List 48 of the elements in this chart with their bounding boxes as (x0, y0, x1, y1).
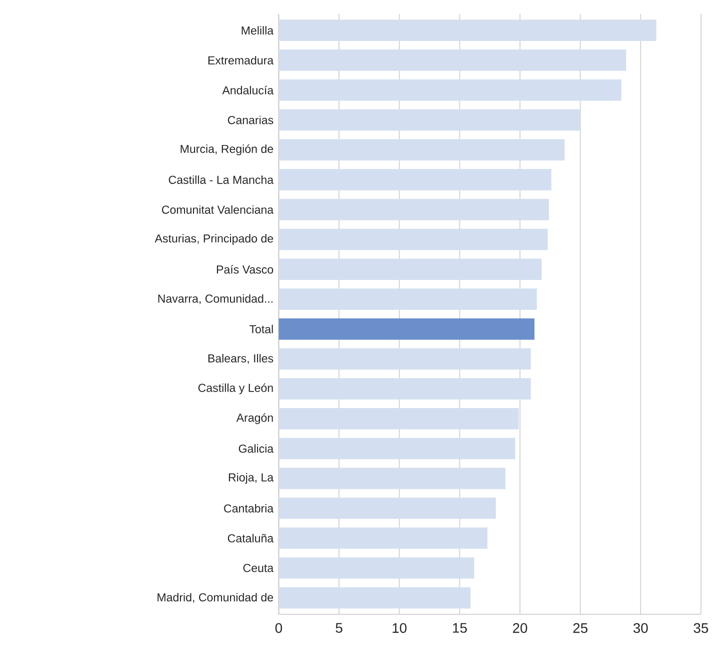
y-tick-label: Balears, Illes (208, 354, 274, 364)
y-tick-label: Ceuta (243, 564, 274, 572)
bar (278, 378, 531, 400)
y-tick-label: Canarias (228, 116, 274, 124)
bar (278, 528, 488, 549)
y-tick-label: Madrid, Comunidad de (158, 593, 274, 603)
bar (278, 587, 471, 609)
y-tick-label: Navarra, Comunidad... (158, 294, 273, 304)
bar (278, 50, 626, 71)
bar (278, 498, 496, 520)
x-tick-label: 0 (275, 623, 282, 634)
bar (278, 438, 516, 460)
y-tick-label: Cantabria (224, 504, 274, 513)
x-tick-label: 35 (694, 623, 708, 634)
bar (278, 79, 622, 101)
bar (278, 468, 506, 490)
y-tick-label: Melilla (242, 26, 274, 35)
y-tick-label: Extremadura (208, 56, 274, 65)
bar (278, 288, 537, 310)
bar (278, 109, 580, 131)
bar (278, 258, 542, 280)
y-tick-label: País Vasco (216, 265, 274, 274)
y-tick-label: Total (249, 324, 273, 334)
bar (278, 348, 531, 370)
bar (278, 557, 474, 579)
bar (278, 169, 552, 190)
x-tick-label: 15 (453, 623, 467, 633)
y-tick-label: Cataluña (228, 534, 274, 542)
y-tick-label: Murcia, Región de (180, 144, 274, 156)
bar (278, 408, 519, 430)
y-tick-label: Aragón (236, 413, 273, 424)
x-tick-label: 5 (336, 623, 342, 633)
y-tick-label: Asturias, Principado de (154, 234, 274, 245)
bar (278, 228, 548, 250)
x-tick-label: 30 (633, 623, 648, 634)
y-tick-label: Castilla - La Mancha (168, 176, 274, 184)
bar (278, 318, 534, 340)
x-tick-label: 25 (573, 623, 588, 634)
y-tick-label: Comunitat Valenciana (162, 205, 274, 214)
y-tick-label: Andalucía (222, 86, 274, 94)
y-tick-label: Rioja, La (228, 473, 274, 484)
bar (278, 20, 656, 42)
y-tick-label: Castilla y León (198, 383, 273, 394)
x-tick-label: 20 (512, 623, 528, 634)
y-tick-label: Galicia (238, 444, 274, 453)
bar (278, 139, 565, 161)
x-tick-label: 10 (392, 623, 407, 634)
bar (278, 198, 549, 220)
